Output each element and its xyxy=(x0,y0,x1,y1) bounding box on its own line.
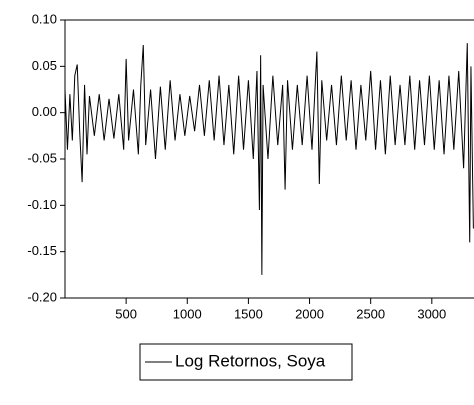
y-tick-label: -0.15 xyxy=(27,243,57,258)
y-tick-label: 0.10 xyxy=(32,11,57,26)
x-tick-label: 2500 xyxy=(356,306,385,321)
y-tick-label: -0.05 xyxy=(27,150,57,165)
y-tick-label: -0.10 xyxy=(27,197,57,212)
legend-box xyxy=(139,343,353,381)
y-tick-label: 0.00 xyxy=(32,104,57,119)
y-tick-label: -0.20 xyxy=(27,289,57,304)
x-tick-label: 1000 xyxy=(173,306,202,321)
x-tick-label: 2000 xyxy=(295,306,324,321)
y-tick-label: 0.05 xyxy=(32,58,57,73)
series-line xyxy=(64,43,474,275)
x-tick-label: 1500 xyxy=(234,306,263,321)
legend-label: Log Retornos, Soya xyxy=(175,351,326,370)
x-tick-label: 500 xyxy=(115,306,137,321)
x-tick-label: 3000 xyxy=(417,306,446,321)
